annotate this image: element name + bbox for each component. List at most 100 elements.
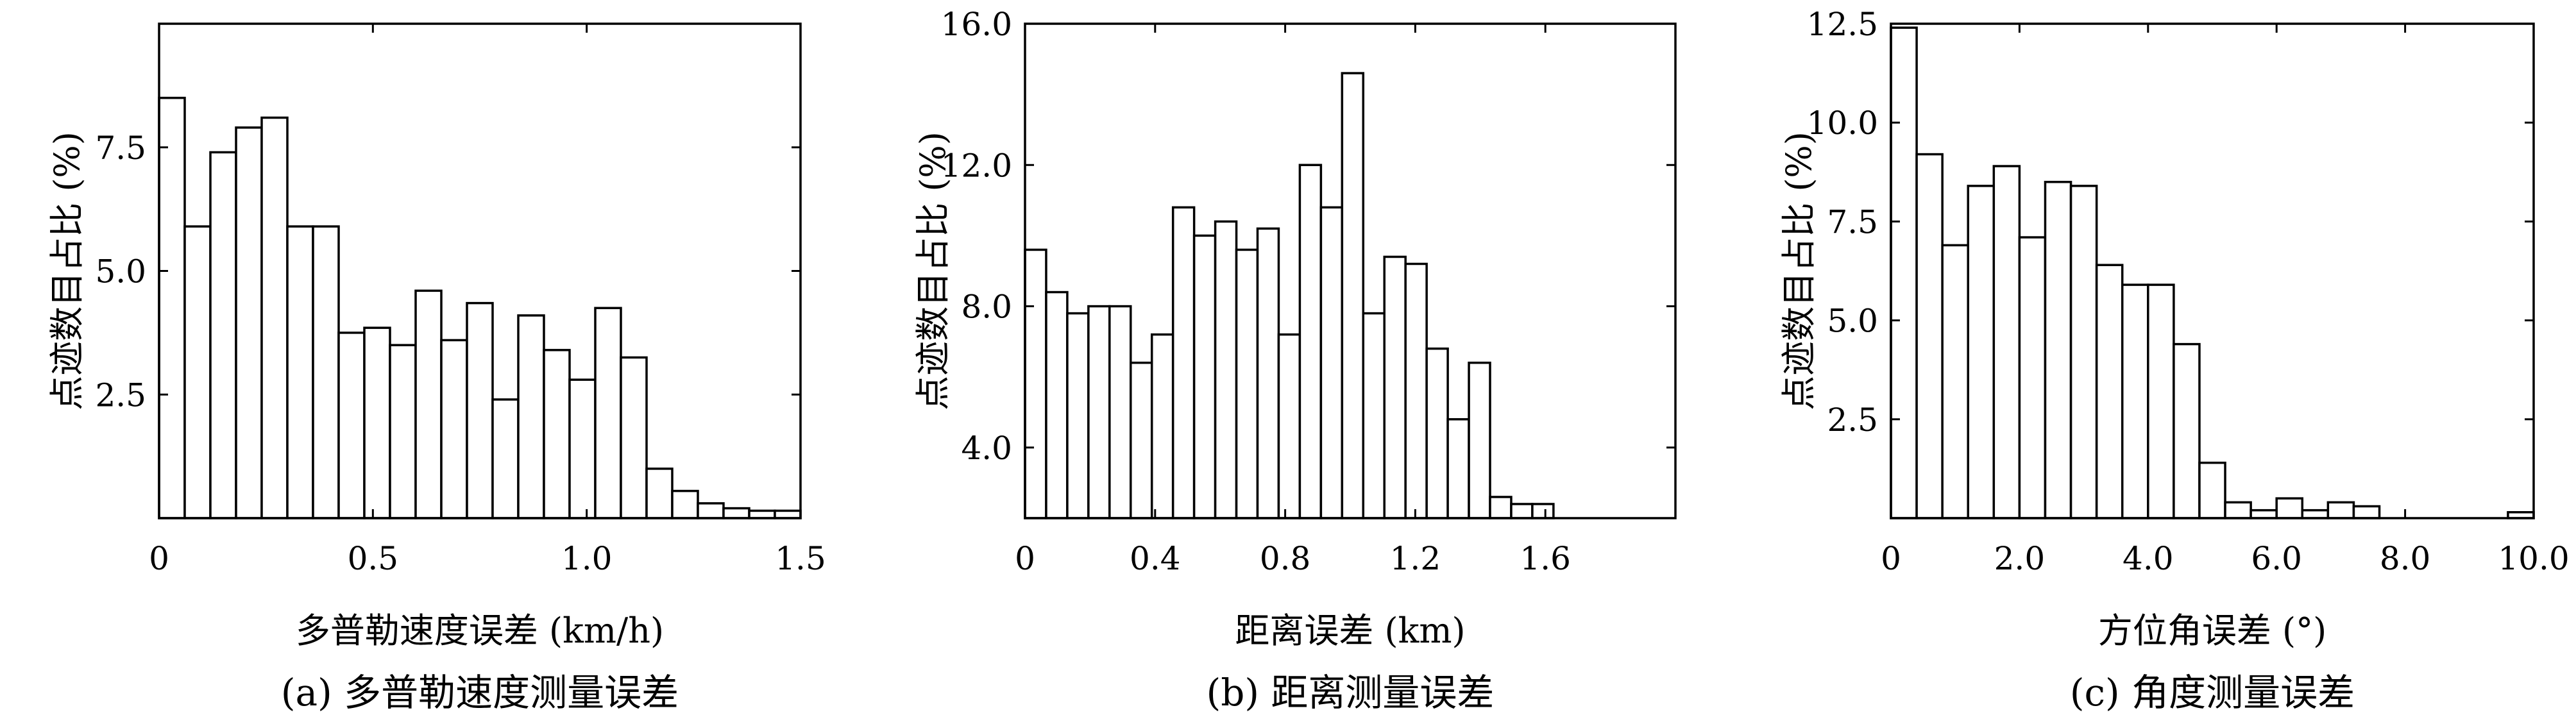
histogram-bar (2173, 342, 2201, 519)
y-tick-label: 10.0 (1807, 105, 1878, 142)
chart-panel-2: 0 0.4 0.8 1.2 1.6 4.0 8.0 12.0 16.0 距离误差 (km) 点迹数目… (913, 6, 1677, 714)
x-tick-label: 2.0 (1994, 540, 2046, 577)
histogram-bar (2121, 283, 2149, 519)
x-tick-label: 0 (149, 540, 169, 577)
x-tick-label: 1.2 (1390, 540, 1441, 577)
panel-caption: (b) 距离测量误差 (1207, 671, 1495, 714)
histogram-bar (2018, 236, 2047, 519)
histogram-bar (1890, 26, 1918, 519)
histogram-bar (1489, 496, 1513, 519)
histogram-bar (1362, 312, 1385, 519)
histogram-bar (2301, 509, 2330, 519)
histogram-bar (1066, 312, 1090, 519)
x-tick-label: 1.0 (561, 540, 613, 577)
y-tick-label: 12.0 (941, 147, 1012, 184)
y-tick-label: 2.5 (95, 376, 146, 414)
histogram-bar (1531, 503, 1555, 519)
histogram-bar (1967, 185, 1996, 519)
histogram-bar (1941, 244, 1969, 519)
y-axis-label: 点迹数目占比 (%) (47, 131, 87, 410)
y-tick-label: 5.0 (95, 253, 146, 290)
histogram-bar (2250, 509, 2278, 519)
y-tick-label: 7.5 (95, 130, 146, 167)
chart-panel-3: 0 2.0 4.0 6.0 8.0 10.0 2.5 5.0 7.5 10.0 12.5 方位角误差 … (1779, 6, 2570, 714)
histogram-bar (1277, 333, 1301, 519)
histogram-bar (1108, 305, 1132, 519)
histogram-bar (1446, 418, 1470, 519)
histogram-bar (2095, 264, 2124, 519)
histogram-bar (568, 378, 597, 519)
histogram-bar (1171, 206, 1196, 519)
histogram-bar (1045, 290, 1069, 519)
histogram-bar (1319, 206, 1344, 519)
histogram-bar (1915, 153, 1944, 519)
histogram-bar (1214, 220, 1238, 519)
x-tick-label: 8.0 (2380, 540, 2431, 577)
histogram-bar (2198, 461, 2226, 519)
x-tick-label: 10.0 (2498, 540, 2569, 577)
histogram-bar (2326, 501, 2355, 519)
histogram-bar (1024, 248, 1047, 519)
histogram-bar (2224, 501, 2252, 519)
histogram-bar (1256, 227, 1280, 519)
histogram-bar (1468, 361, 1491, 519)
histogram-bar (2044, 180, 2072, 519)
histogram-bar (158, 96, 186, 519)
histogram-bar (1341, 72, 1365, 519)
x-tick-label: 0.8 (1260, 540, 1311, 577)
histogram-bar (1404, 262, 1428, 519)
y-tick-label: 16.0 (941, 6, 1012, 43)
histogram-bar (697, 502, 725, 519)
histogram-bar (543, 349, 571, 519)
y-tick-label: 7.5 (1827, 203, 1878, 240)
histogram-bar (722, 507, 750, 519)
x-tick-label: 0 (1015, 540, 1035, 577)
histogram-bar (1510, 503, 1534, 519)
histogram-bar (235, 126, 263, 519)
y-tick-label: 8.0 (961, 289, 1012, 326)
histogram-bar (2069, 185, 2098, 519)
histogram-bar (2147, 283, 2175, 519)
x-axis-label: 方位角误差 (°) (2098, 610, 2326, 651)
histogram-bar (1150, 333, 1174, 519)
x-tick-label: 0.5 (348, 540, 399, 577)
histogram-bar (260, 116, 289, 519)
histogram-bar (491, 398, 520, 519)
histogram-bar (337, 332, 366, 519)
y-tick-label: 5.0 (1827, 303, 1878, 340)
x-tick-label: 0.4 (1130, 540, 1181, 577)
plot-frame (1024, 22, 1677, 519)
panel-caption: (c) 角度测量误差 (2070, 671, 2355, 714)
x-tick-label: 1.5 (775, 540, 826, 577)
x-tick-label: 4.0 (2123, 540, 2174, 577)
x-axis-label: 多普勒速度误差 (km/h) (296, 610, 664, 651)
histogram-bar (389, 344, 417, 519)
histogram-bar (517, 314, 545, 519)
panel-caption: (a) 多普勒速度测量误差 (281, 671, 679, 714)
histogram-bar (1383, 255, 1407, 519)
histogram-bar (440, 339, 468, 519)
histogram-bar (466, 301, 494, 519)
histogram-bar (363, 326, 391, 519)
histogram-bar (1298, 164, 1323, 519)
y-axis-label: 点迹数目占比 (%) (913, 131, 953, 410)
y-tick-label: 12.5 (1807, 6, 1878, 43)
histogram-bar (312, 225, 340, 519)
bars (1890, 26, 2535, 519)
histogram-bar (2352, 505, 2381, 519)
histogram-bar (1192, 234, 1217, 519)
plot-frame (1890, 22, 2535, 519)
histogram-bar (2275, 497, 2304, 519)
x-tick-label: 6.0 (2251, 540, 2302, 577)
y-tick-label: 4.0 (961, 430, 1012, 467)
y-axis-label: 点迹数目占比 (%) (1779, 131, 1819, 410)
histogram-bar (414, 289, 443, 519)
x-axis-label: 距离误差 (km) (1235, 610, 1465, 651)
histogram-bar (1992, 165, 2021, 519)
histogram-bar (286, 225, 314, 519)
histogram-bar (183, 225, 212, 519)
histogram-bar (209, 151, 237, 519)
histogram-bar (645, 467, 674, 519)
x-tick-label: 1.6 (1520, 540, 1571, 577)
